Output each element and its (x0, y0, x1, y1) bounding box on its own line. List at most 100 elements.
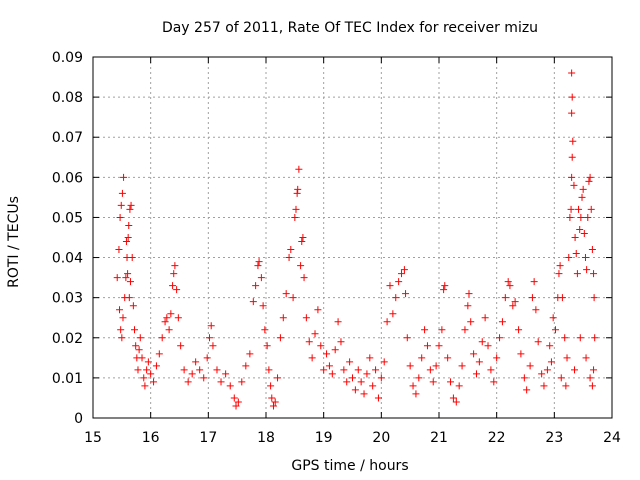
data-point (127, 201, 135, 209)
data-point (563, 354, 571, 362)
x-tick-label: 19 (315, 430, 333, 446)
chart-title: Day 257 of 2011, Rate Of TEC Index for r… (162, 20, 538, 36)
data-point (126, 278, 134, 286)
data-point (509, 302, 517, 310)
y-tick-label: 0 (74, 411, 83, 427)
data-point (298, 238, 306, 246)
data-point (261, 326, 269, 334)
data-point (360, 390, 368, 398)
data-point (528, 294, 536, 302)
data-point (354, 366, 362, 374)
data-point (147, 370, 155, 378)
data-point (530, 278, 538, 286)
data-point (568, 69, 576, 77)
data-point (575, 205, 583, 213)
data-point (140, 374, 148, 382)
data-point (406, 362, 414, 370)
data-point (311, 330, 319, 338)
data-point (117, 201, 125, 209)
data-point (119, 314, 127, 322)
data-point (421, 326, 429, 334)
data-point (255, 258, 263, 266)
data-point (464, 302, 472, 310)
data-point (587, 205, 595, 213)
data-point (323, 350, 331, 358)
data-point (565, 254, 573, 262)
data-point (546, 342, 554, 350)
data-point (346, 358, 354, 366)
data-point (252, 282, 260, 290)
data-point (423, 342, 431, 350)
y-tick-label: 0.01 (52, 371, 83, 387)
x-tick-label: 17 (199, 430, 217, 446)
data-point (449, 394, 457, 402)
data-point (447, 378, 455, 386)
data-point (180, 366, 188, 374)
data-point (576, 334, 584, 342)
data-point (308, 354, 316, 362)
data-point (520, 374, 528, 382)
data-point (556, 262, 564, 270)
data-point (222, 370, 230, 378)
data-point (317, 342, 325, 350)
data-point (582, 354, 590, 362)
data-point (526, 362, 534, 370)
data-point (118, 189, 126, 197)
y-tick-label: 0.03 (52, 291, 83, 307)
data-point (395, 278, 403, 286)
x-tick-label: 16 (142, 430, 160, 446)
data-point (155, 350, 163, 358)
data-point (276, 334, 284, 342)
data-point (551, 326, 559, 334)
data-point (475, 358, 483, 366)
data-point (588, 382, 596, 390)
data-point (547, 358, 555, 366)
data-point (487, 366, 495, 374)
data-point (585, 177, 593, 185)
y-tick-label: 0.06 (52, 170, 83, 186)
data-point (293, 189, 301, 197)
data-point (150, 378, 158, 386)
data-point (117, 326, 125, 334)
data-point (246, 350, 254, 358)
data-point (357, 378, 365, 386)
data-point (282, 290, 290, 298)
data-point (440, 286, 448, 294)
data-point (113, 274, 121, 282)
data-point (242, 362, 250, 370)
data-point (374, 394, 382, 402)
data-point (152, 362, 160, 370)
y-axis-label: ROTI / TECUs (6, 196, 22, 288)
data-point (328, 370, 336, 378)
data-point (200, 374, 208, 382)
data-point (517, 350, 525, 358)
data-point (158, 334, 166, 342)
data-point (465, 290, 473, 298)
data-point (226, 382, 234, 390)
data-point (131, 326, 139, 334)
data-point (234, 398, 242, 406)
data-point (167, 310, 175, 318)
data-point (122, 238, 130, 246)
data-point (238, 378, 246, 386)
data-point (285, 254, 293, 262)
data-point (294, 185, 302, 193)
data-point (170, 270, 178, 278)
data-point (287, 246, 295, 254)
data-point (478, 338, 486, 346)
data-point (271, 398, 279, 406)
data-point (165, 326, 173, 334)
data-point (161, 318, 169, 326)
data-point (169, 282, 177, 290)
data-point (418, 354, 426, 362)
data-point (472, 370, 480, 378)
data-point (570, 181, 578, 189)
data-point (249, 298, 257, 306)
y-tick-label: 0.09 (52, 50, 83, 66)
data-point (173, 286, 181, 294)
data-point (136, 334, 144, 342)
data-point (493, 354, 501, 362)
data-point (569, 137, 577, 145)
data-point (295, 165, 303, 173)
